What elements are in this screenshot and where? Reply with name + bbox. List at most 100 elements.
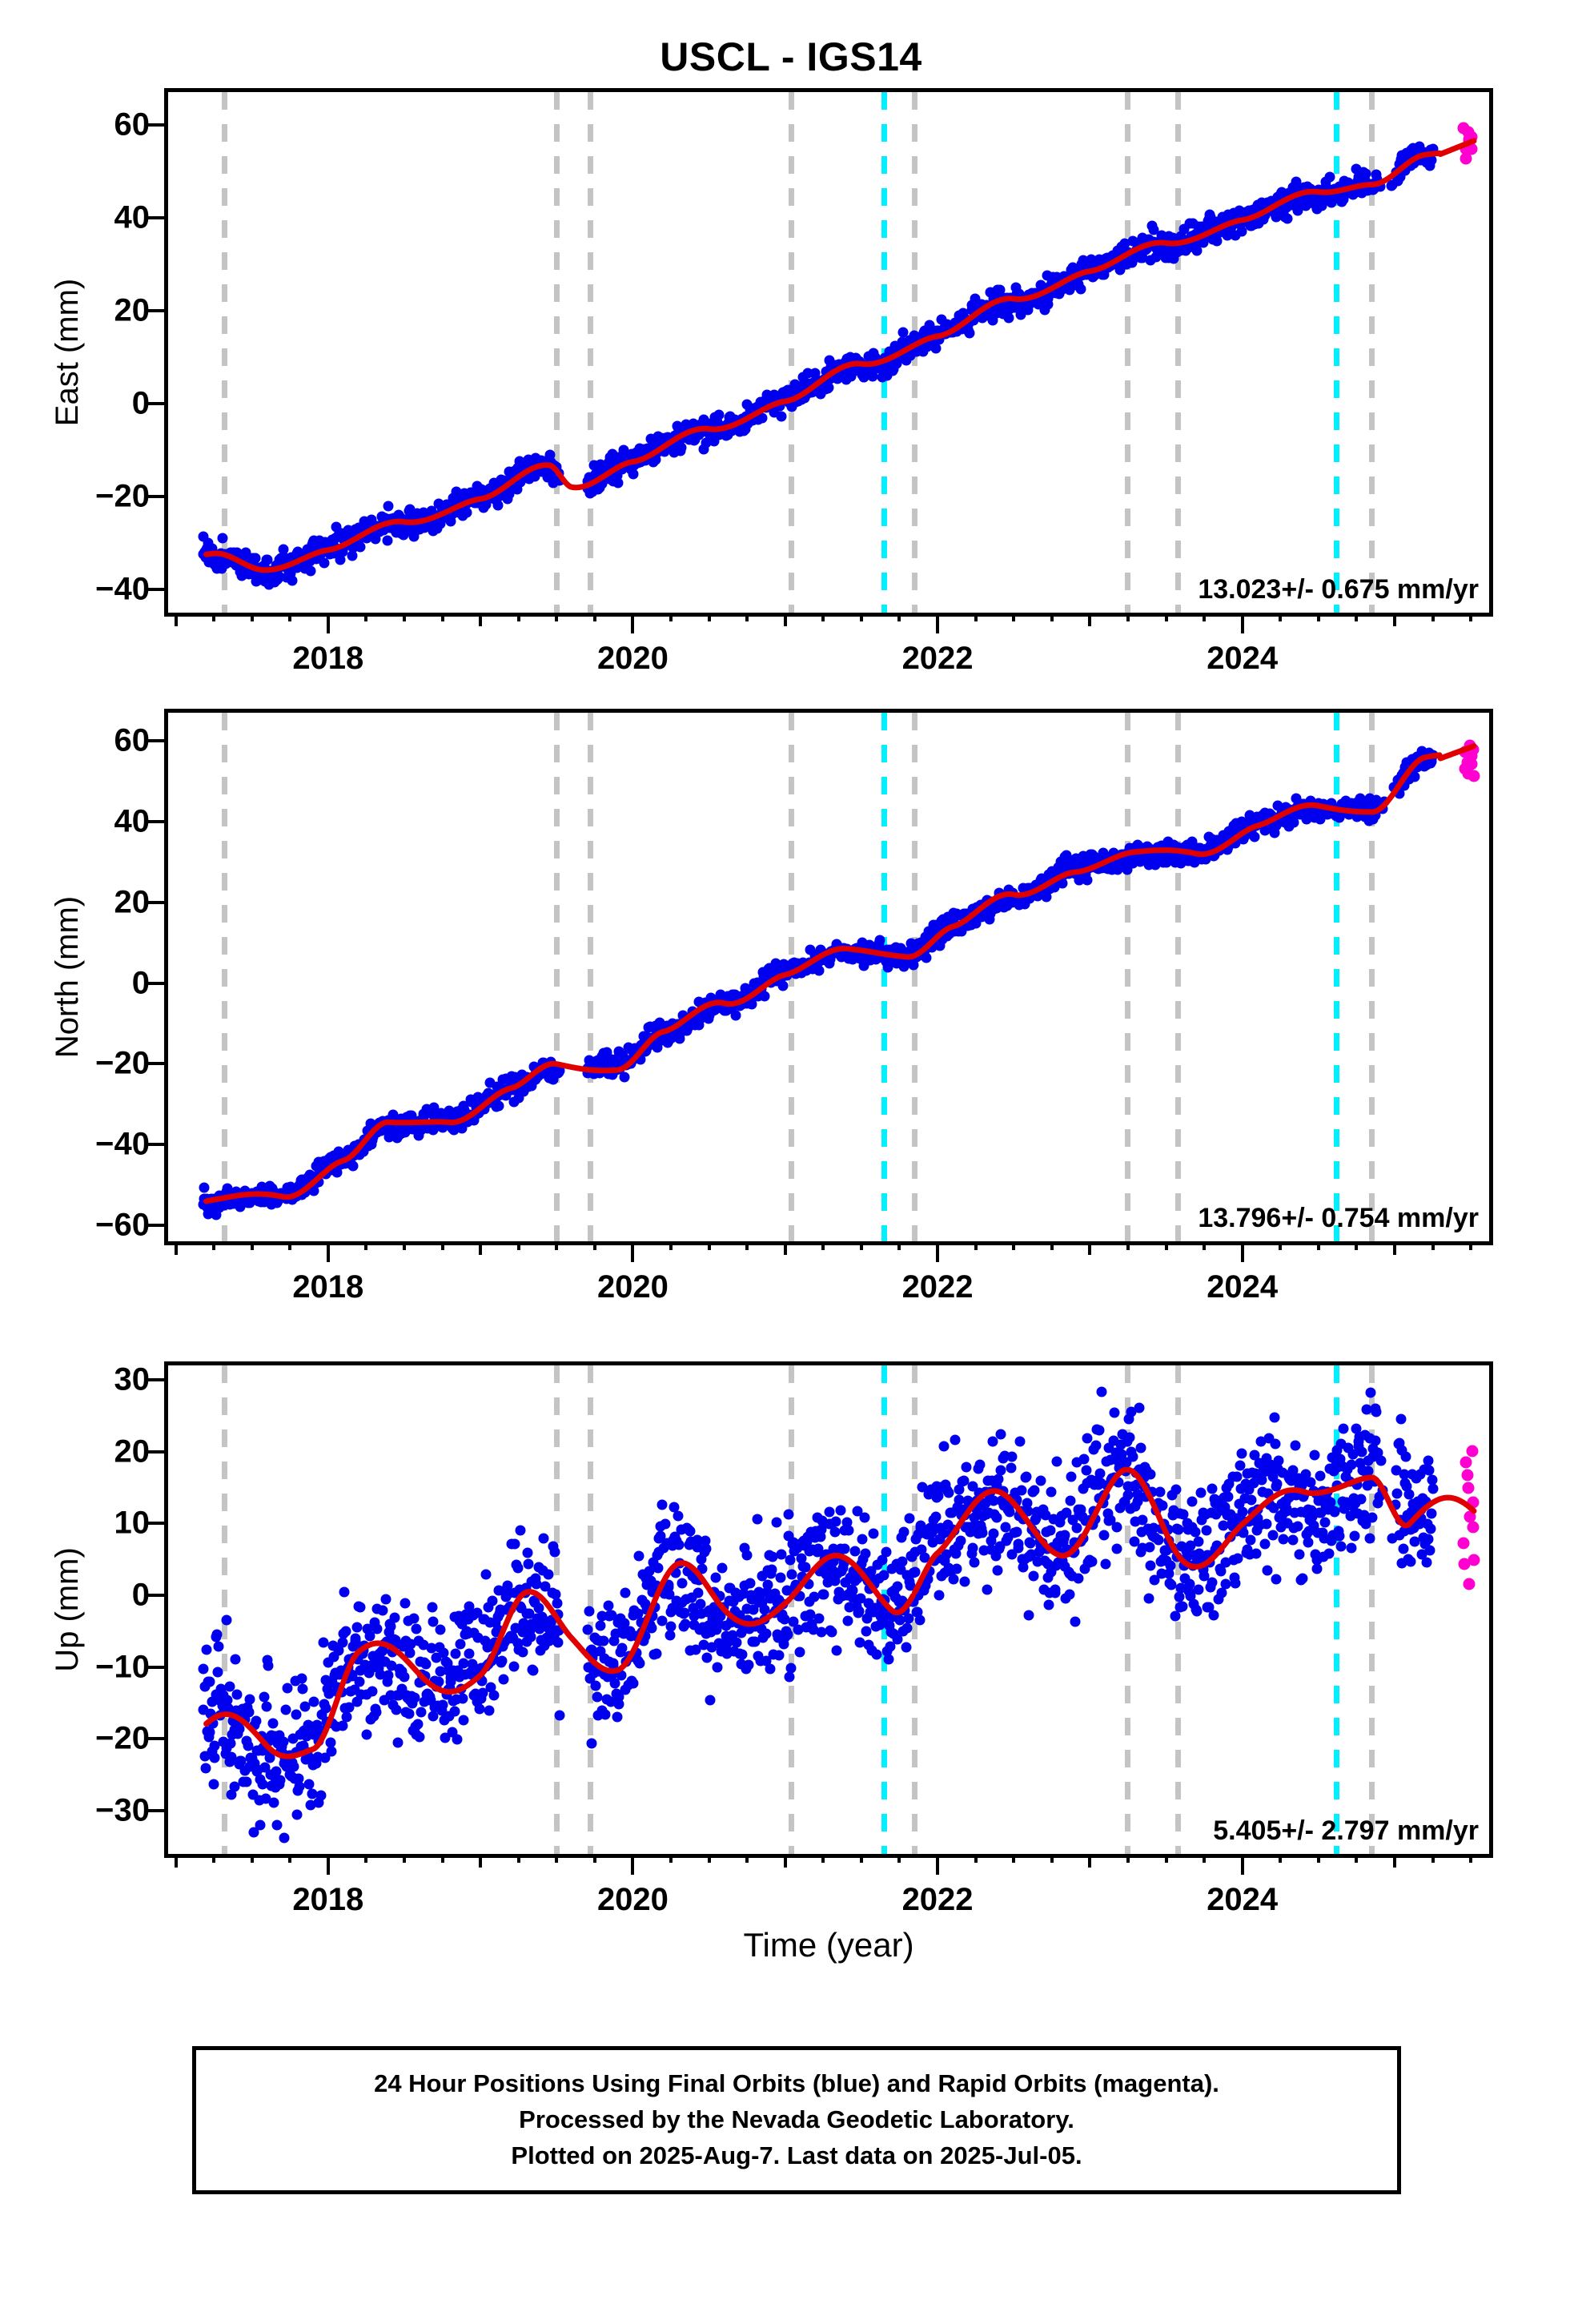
x-minor-tick <box>1279 613 1283 621</box>
x-tick-label-north-0: 2018 <box>292 1269 364 1305</box>
x-minor-tick <box>1279 1854 1283 1863</box>
x-minor-tick <box>402 613 406 621</box>
event-line-gray-7 <box>1175 92 1182 613</box>
data-point <box>383 501 394 512</box>
y-tick-mark-north-3 <box>147 981 166 985</box>
x-tick-mark-east-0 <box>326 613 330 633</box>
x-tick-label-up-2: 2022 <box>901 1882 974 1917</box>
x-minor-tick <box>250 613 254 621</box>
model-fit-line-east <box>203 138 1477 573</box>
panel-north-plot-area <box>164 709 1493 1245</box>
data-point <box>319 557 330 569</box>
x-minor-tick <box>212 1854 216 1863</box>
x-minor-tick <box>592 613 596 621</box>
x-minor-tick <box>592 1241 596 1250</box>
panel-north-rate-label: 13.796+/- 0.754 mm/yr <box>1198 1203 1479 1233</box>
x-minor-tick <box>821 613 825 621</box>
x-minor-tick <box>821 1241 825 1250</box>
data-point <box>492 500 504 511</box>
y-tick-label-north-4: 20 <box>114 884 151 920</box>
x-minor-tick <box>1164 1854 1168 1863</box>
x-minor-tick <box>479 613 483 626</box>
data-point <box>347 550 358 561</box>
y-tick-label-up-4: 10 <box>114 1505 151 1541</box>
event-line-gray-6 <box>1125 92 1131 613</box>
event-line-gray-9 <box>1368 92 1375 613</box>
x-minor-tick <box>402 1854 406 1863</box>
y-tick-label-north-2: −20 <box>95 1045 150 1081</box>
x-minor-tick <box>1088 613 1092 626</box>
y-tick-label-north-1: −40 <box>95 1126 150 1162</box>
x-minor-tick <box>1279 1241 1283 1250</box>
x-minor-tick <box>1203 1854 1207 1863</box>
x-minor-tick <box>440 1854 444 1863</box>
panel-east-rate-label: 13.023+/- 0.675 mm/yr <box>1198 574 1479 605</box>
x-minor-tick <box>707 1854 711 1863</box>
data-point <box>355 541 366 553</box>
x-minor-tick <box>1355 613 1359 621</box>
x-minor-tick <box>1203 613 1207 621</box>
panel-east-y-axis-label: East (mm) <box>50 278 85 427</box>
model-fit-line-up <box>203 1466 1477 1759</box>
x-minor-tick <box>1393 613 1396 626</box>
x-minor-tick <box>555 1854 559 1863</box>
y-tick-label-north-5: 40 <box>114 803 151 839</box>
y-tick-label-east-0: −40 <box>95 571 150 607</box>
y-tick-mark-north-1 <box>147 1143 166 1147</box>
panel-north: 13.796+/- 0.754 mm/yr <box>164 709 1493 1245</box>
x-minor-tick <box>364 613 368 621</box>
data-point <box>217 533 228 544</box>
x-minor-tick <box>1355 1241 1359 1250</box>
x-minor-tick <box>1164 613 1168 621</box>
y-tick-label-north-3: 0 <box>131 965 150 1001</box>
y-tick-mark-east-2 <box>147 401 166 405</box>
x-minor-tick <box>174 1854 178 1868</box>
x-minor-tick <box>440 1241 444 1250</box>
x-minor-tick <box>745 613 749 621</box>
x-minor-tick <box>783 613 787 626</box>
y-tick-mark-east-1 <box>147 494 166 498</box>
caption-line-3: Plotted on 2025-Aug-7. Last data on 2025… <box>511 2141 1082 2169</box>
x-tick-mark-east-2 <box>936 613 940 633</box>
caption-line-1: 24 Hour Positions Using Final Orbits (bl… <box>374 2069 1219 2098</box>
x-minor-tick <box>1469 1854 1473 1863</box>
x-tick-mark-north-2 <box>936 1241 940 1262</box>
y-tick-label-north-0: −60 <box>95 1207 150 1243</box>
data-point <box>250 553 261 564</box>
x-tick-mark-east-3 <box>1240 613 1244 633</box>
x-minor-tick <box>669 1854 673 1863</box>
y-tick-label-east-5: 60 <box>114 107 151 143</box>
x-minor-tick <box>555 1241 559 1250</box>
x-minor-tick <box>402 1241 406 1250</box>
event-line-cyan-8 <box>1334 92 1340 613</box>
x-minor-tick <box>859 613 863 621</box>
x-minor-tick <box>516 1241 520 1250</box>
x-minor-tick <box>1126 613 1130 621</box>
data-point <box>262 554 273 565</box>
x-minor-tick <box>669 1241 673 1250</box>
x-minor-tick <box>479 1854 483 1868</box>
x-minor-tick <box>821 1854 825 1863</box>
x-tick-label-north-1: 2020 <box>596 1269 669 1305</box>
y-tick-mark-north-2 <box>147 1062 166 1066</box>
x-minor-tick <box>174 613 178 626</box>
x-minor-tick <box>1316 1854 1320 1863</box>
x-minor-tick <box>897 1854 901 1863</box>
y-tick-mark-up-1 <box>147 1737 166 1741</box>
x-tick-mark-up-3 <box>1240 1854 1244 1875</box>
x-minor-tick <box>1316 1241 1320 1250</box>
x-minor-tick <box>288 613 292 621</box>
x-minor-tick <box>974 1854 978 1863</box>
x-minor-tick <box>288 1854 292 1863</box>
x-minor-tick <box>783 1854 787 1868</box>
x-minor-tick <box>707 613 711 621</box>
panel-up-plot-area <box>164 1361 1493 1858</box>
data-point <box>273 570 284 581</box>
x-minor-tick <box>1203 1241 1207 1250</box>
x-minor-tick <box>1469 613 1473 621</box>
y-tick-mark-north-0 <box>147 1223 166 1227</box>
data-point <box>382 535 393 546</box>
x-minor-tick <box>745 1241 749 1250</box>
caption-box: 24 Hour Positions Using Final Orbits (bl… <box>192 2046 1401 2194</box>
